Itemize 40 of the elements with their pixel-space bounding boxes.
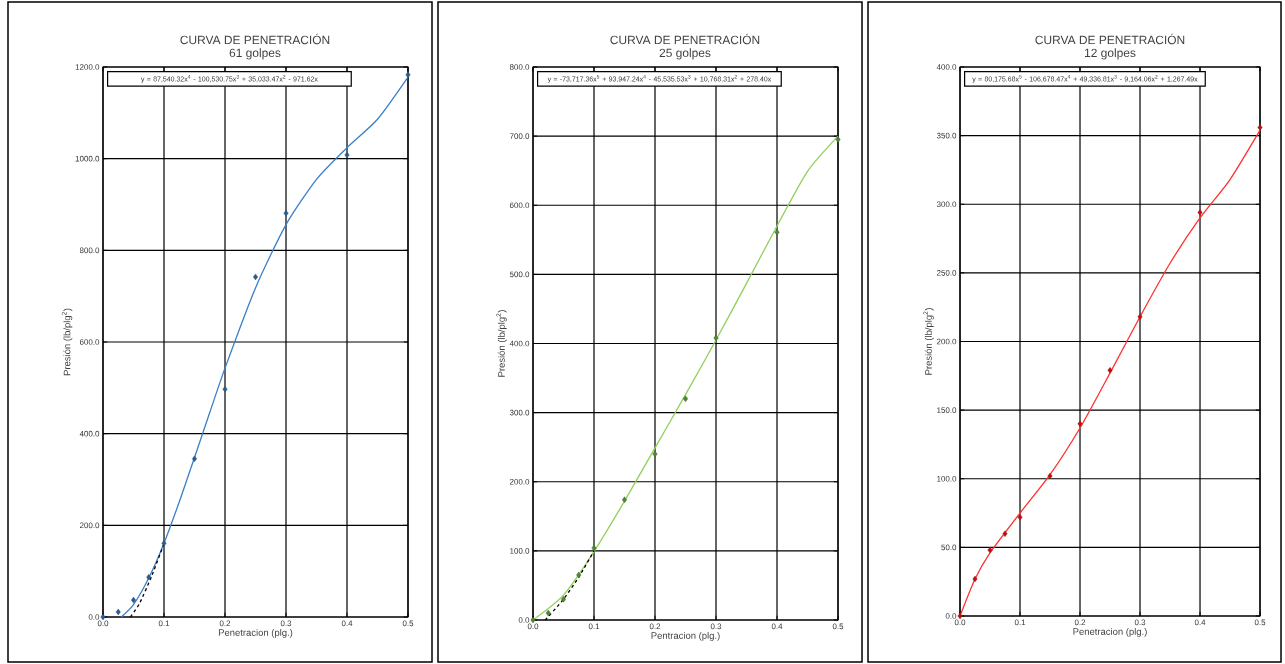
point (774, 229, 780, 236)
chart-title: CURVA DE PENETRACIÓN (1035, 33, 1185, 45)
point (1047, 472, 1053, 480)
x-axis-title: Penetracion (plg.) (218, 629, 293, 638)
line-series (532, 135, 839, 621)
point (115, 608, 121, 616)
point (713, 334, 719, 342)
point (1002, 530, 1008, 537)
x-axis-title: Pentracion (plg.) (651, 632, 720, 641)
point (405, 71, 411, 78)
point (1257, 124, 1263, 131)
point (987, 546, 993, 554)
chart-title: CURVA DE PENETRACIÓN (180, 33, 330, 45)
point (1197, 209, 1203, 216)
point (1017, 513, 1023, 521)
y-axis-title: Presión (lb/plg$^{2}$) (61, 308, 73, 376)
x-axis-title: Penetracion (plg.) (1073, 628, 1147, 637)
point (835, 136, 841, 143)
point (972, 575, 978, 583)
chart-subtitle: 25 golpes (659, 48, 711, 60)
point (561, 596, 566, 603)
point (283, 210, 289, 217)
point (652, 450, 658, 458)
point (576, 571, 582, 579)
point (344, 151, 350, 159)
point (622, 496, 627, 503)
point (683, 395, 688, 402)
chart-subtitle: 12 golpes (1085, 48, 1136, 60)
point (1077, 420, 1083, 428)
point (591, 544, 597, 552)
point (146, 573, 152, 581)
point (161, 540, 167, 547)
y-axis-title: Presión (lb/plg$^{2}$) (923, 308, 934, 375)
chart-subtitle: 61 golpes (229, 48, 281, 60)
point (545, 609, 551, 617)
point (1137, 313, 1143, 320)
y-axis-title: Presión (lb/plg$^{2}$) (496, 310, 507, 377)
chart-title: CURVA DE PENETRACIÓN (610, 33, 760, 45)
point (222, 386, 228, 393)
point (1107, 367, 1113, 374)
